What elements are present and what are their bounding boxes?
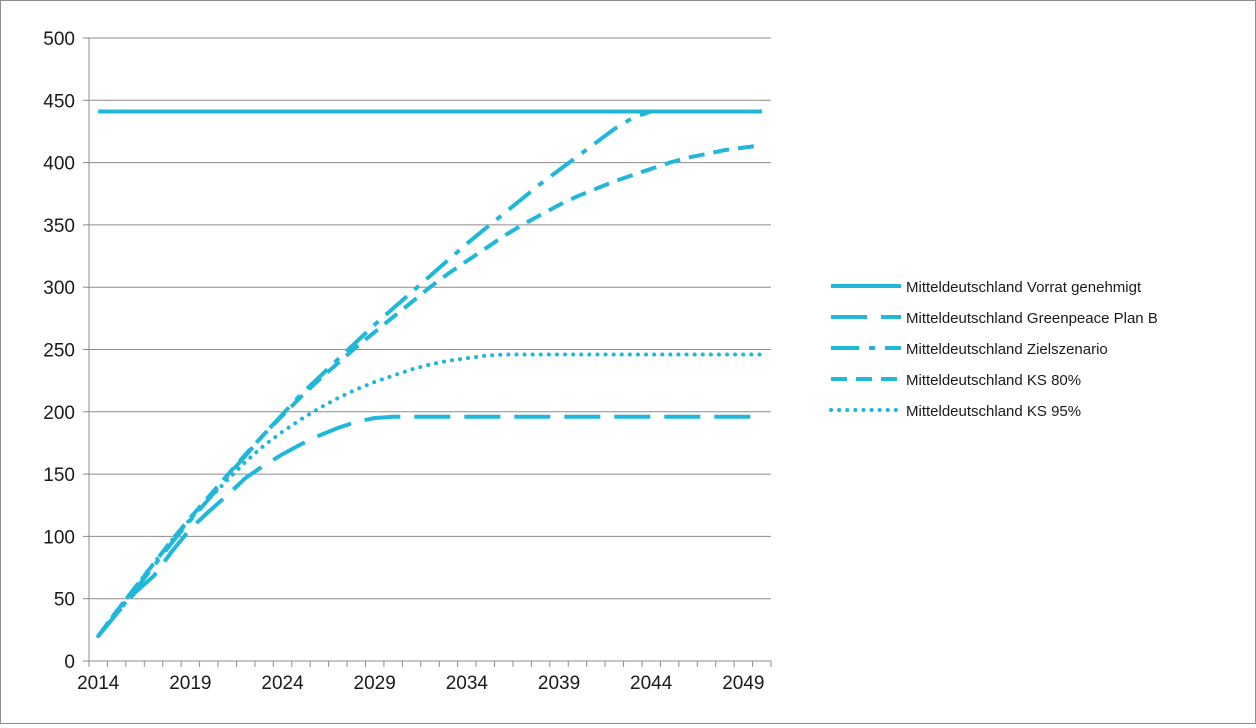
- y-tick-label: 0: [64, 652, 75, 673]
- series-lines: [96, 109, 764, 639]
- x-tick-label: 2044: [630, 673, 673, 694]
- series-line-3: [96, 109, 762, 638]
- legend-label-4: Mitteldeutschland KS 80%: [906, 372, 1081, 389]
- y-tick-label: 100: [43, 527, 75, 548]
- y-tick-label: 50: [54, 590, 75, 611]
- x-axis-ticks: 2014 2019 2024 2029 2034 2039 2044 2049: [77, 661, 772, 694]
- y-tick-label: 150: [43, 465, 75, 486]
- y-tick-label: 400: [43, 154, 75, 175]
- y-axis-ticks: 0 50 100 150 200 250 300 350 400 450 500: [43, 29, 89, 673]
- x-tick-label: 2049: [722, 673, 764, 694]
- y-tick-label: 350: [43, 216, 75, 237]
- y-tick-label: 500: [43, 29, 75, 50]
- x-tick-label: 2029: [354, 673, 396, 694]
- legend-label-3: Mitteldeutschland Zielszenario: [906, 341, 1108, 358]
- y-tick-label: 450: [43, 91, 75, 112]
- y-tick-label: 300: [43, 278, 75, 299]
- legend-label-1: Mitteldeutschland Vorrat genehmigt: [906, 279, 1142, 296]
- x-tick-label: 2019: [169, 673, 211, 694]
- y-tick-label: 250: [43, 341, 75, 362]
- legend-label-2: Mitteldeutschland Greenpeace Plan B: [906, 310, 1158, 327]
- x-tick-label: 2034: [446, 673, 489, 694]
- legend: Mitteldeutschland Vorrat genehmigt Mittel…: [829, 279, 1158, 420]
- x-tick-label: 2024: [261, 673, 304, 694]
- legend-label-5: Mitteldeutschland KS 95%: [906, 403, 1081, 420]
- series-line-4: [96, 143, 763, 638]
- x-tick-label: 2039: [538, 673, 580, 694]
- series-line-2: [96, 414, 762, 638]
- y-tick-label: 200: [43, 403, 75, 424]
- series-line-5: [96, 352, 764, 639]
- x-tick-label: 2014: [77, 673, 120, 694]
